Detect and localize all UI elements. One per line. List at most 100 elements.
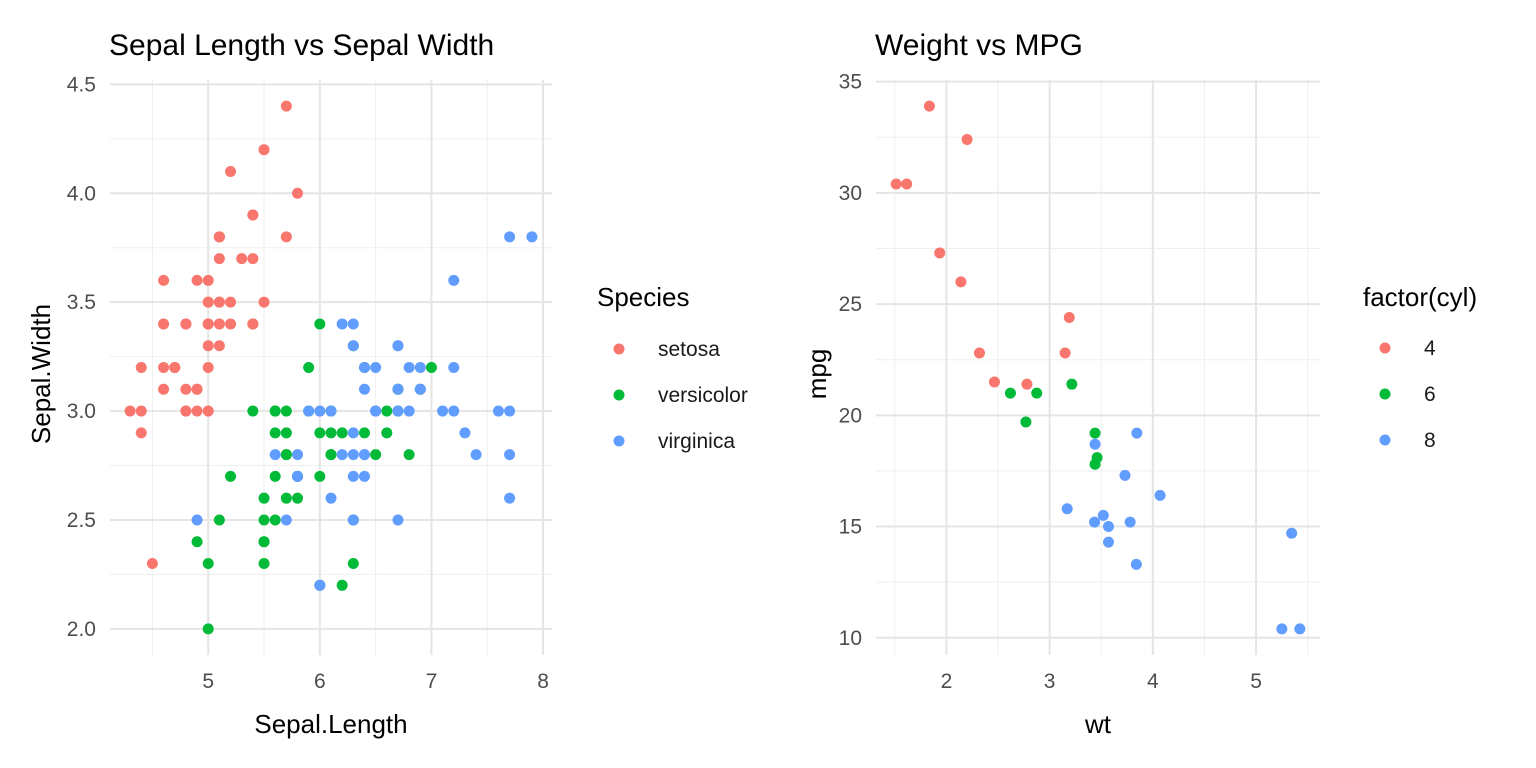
point-6 bbox=[1066, 378, 1078, 390]
point-versicolor bbox=[225, 470, 237, 482]
point-virginica bbox=[358, 470, 370, 482]
point-setosa bbox=[236, 253, 248, 265]
legend-key-versicolor bbox=[613, 389, 625, 401]
y-tick-label: 4.5 bbox=[67, 73, 96, 96]
point-versicolor bbox=[325, 427, 337, 439]
legend-label: 6 bbox=[1424, 383, 1436, 406]
point-virginica bbox=[459, 427, 471, 439]
y-tick-label: 4.0 bbox=[67, 182, 96, 205]
legend-items: 4 6 8 bbox=[1379, 337, 1436, 452]
y-axis-title: mpg bbox=[802, 349, 832, 400]
point-4 bbox=[955, 276, 967, 288]
point-virginica bbox=[280, 514, 292, 526]
point-versicolor bbox=[258, 536, 270, 548]
point-6 bbox=[1089, 458, 1101, 470]
x-tick-label: 5 bbox=[1250, 670, 1262, 693]
y-axis-title: Sepal.Width bbox=[26, 304, 56, 444]
point-versicolor bbox=[280, 449, 292, 461]
point-virginica bbox=[303, 405, 315, 417]
point-setosa bbox=[213, 253, 225, 265]
chart-title: Weight vs MPG bbox=[875, 29, 1083, 62]
point-setosa bbox=[225, 165, 237, 177]
point-versicolor bbox=[347, 558, 359, 570]
point-setosa bbox=[180, 405, 192, 417]
point-virginica bbox=[358, 449, 370, 461]
point-versicolor bbox=[213, 514, 225, 526]
x-tick-label: 2 bbox=[941, 670, 953, 693]
x-axis-title: Sepal.Length bbox=[254, 709, 407, 739]
point-versicolor bbox=[269, 514, 281, 526]
point-setosa bbox=[146, 558, 158, 570]
y-tick-label: 25 bbox=[839, 293, 862, 316]
point-setosa bbox=[225, 296, 237, 308]
point-versicolor bbox=[336, 427, 348, 439]
x-tick-label: 7 bbox=[426, 670, 438, 693]
point-virginica bbox=[403, 405, 415, 417]
point-4 bbox=[973, 347, 985, 359]
point-setosa bbox=[180, 383, 192, 395]
x-tick-label: 8 bbox=[537, 670, 549, 693]
x-tick-label: 6 bbox=[314, 670, 326, 693]
point-versicolor bbox=[258, 514, 270, 526]
legend-label: setosa bbox=[658, 338, 720, 361]
point-virginica bbox=[347, 318, 359, 330]
point-setosa bbox=[225, 318, 237, 330]
y-tick-label: 2.5 bbox=[67, 509, 96, 532]
point-versicolor bbox=[280, 405, 292, 417]
point-virginica bbox=[314, 579, 326, 591]
tick-labels: 2 3 4 5 10 15 20 25 30 35 bbox=[839, 71, 1262, 693]
x-tick-label: 5 bbox=[202, 670, 214, 693]
point-4 bbox=[934, 247, 946, 259]
point-virginica bbox=[370, 362, 382, 373]
point-setosa bbox=[191, 383, 203, 395]
point-virginica bbox=[414, 383, 426, 395]
point-versicolor bbox=[303, 362, 315, 373]
point-setosa bbox=[158, 362, 170, 373]
point-virginica bbox=[526, 231, 538, 243]
legend-label: 4 bbox=[1424, 337, 1436, 360]
point-setosa bbox=[247, 253, 259, 265]
point-setosa bbox=[158, 274, 170, 286]
point-4 bbox=[961, 134, 973, 146]
point-setosa bbox=[213, 340, 225, 352]
point-8 bbox=[1131, 427, 1143, 439]
point-versicolor bbox=[292, 492, 304, 504]
point-setosa bbox=[202, 405, 214, 417]
legend-key-6 bbox=[1379, 388, 1391, 400]
point-virginica bbox=[358, 383, 370, 395]
point-virginica bbox=[370, 405, 382, 417]
point-8 bbox=[1276, 623, 1288, 635]
point-virginica bbox=[347, 514, 359, 526]
point-versicolor bbox=[191, 536, 203, 548]
iris-scatter-panel: Sepal Length vs Sepal Width 5 6 7 8 2.0 2.5 3.… bbox=[26, 29, 748, 739]
point-virginica bbox=[347, 470, 359, 482]
point-setosa bbox=[202, 274, 214, 286]
y-tick-label: 35 bbox=[839, 71, 862, 94]
point-virginica bbox=[392, 514, 404, 526]
grid bbox=[876, 80, 1320, 655]
point-setosa bbox=[202, 362, 214, 373]
point-8 bbox=[1089, 516, 1101, 528]
legend-key-4 bbox=[1379, 342, 1391, 354]
point-versicolor bbox=[280, 492, 292, 504]
point-versicolor bbox=[403, 449, 415, 461]
point-virginica bbox=[269, 449, 281, 461]
point-4 bbox=[1063, 311, 1075, 323]
legend: factor(cyl) 4 6 8 bbox=[1363, 282, 1477, 452]
point-virginica bbox=[437, 405, 449, 417]
point-virginica bbox=[292, 449, 304, 461]
point-setosa bbox=[180, 318, 192, 330]
point-versicolor bbox=[370, 449, 382, 461]
point-virginica bbox=[358, 362, 370, 373]
point-virginica bbox=[347, 427, 359, 439]
point-8 bbox=[1286, 527, 1298, 539]
point-setosa bbox=[158, 318, 170, 330]
point-virginica bbox=[448, 405, 460, 417]
point-setosa bbox=[292, 187, 304, 199]
point-4 bbox=[901, 178, 913, 190]
point-versicolor bbox=[269, 405, 281, 417]
point-setosa bbox=[213, 296, 225, 308]
point-virginica bbox=[392, 340, 404, 352]
mtcars-scatter-panel: Weight vs MPG 2 3 4 5 10 15 20 25 30 35 wt mpg fa… bbox=[802, 29, 1477, 739]
